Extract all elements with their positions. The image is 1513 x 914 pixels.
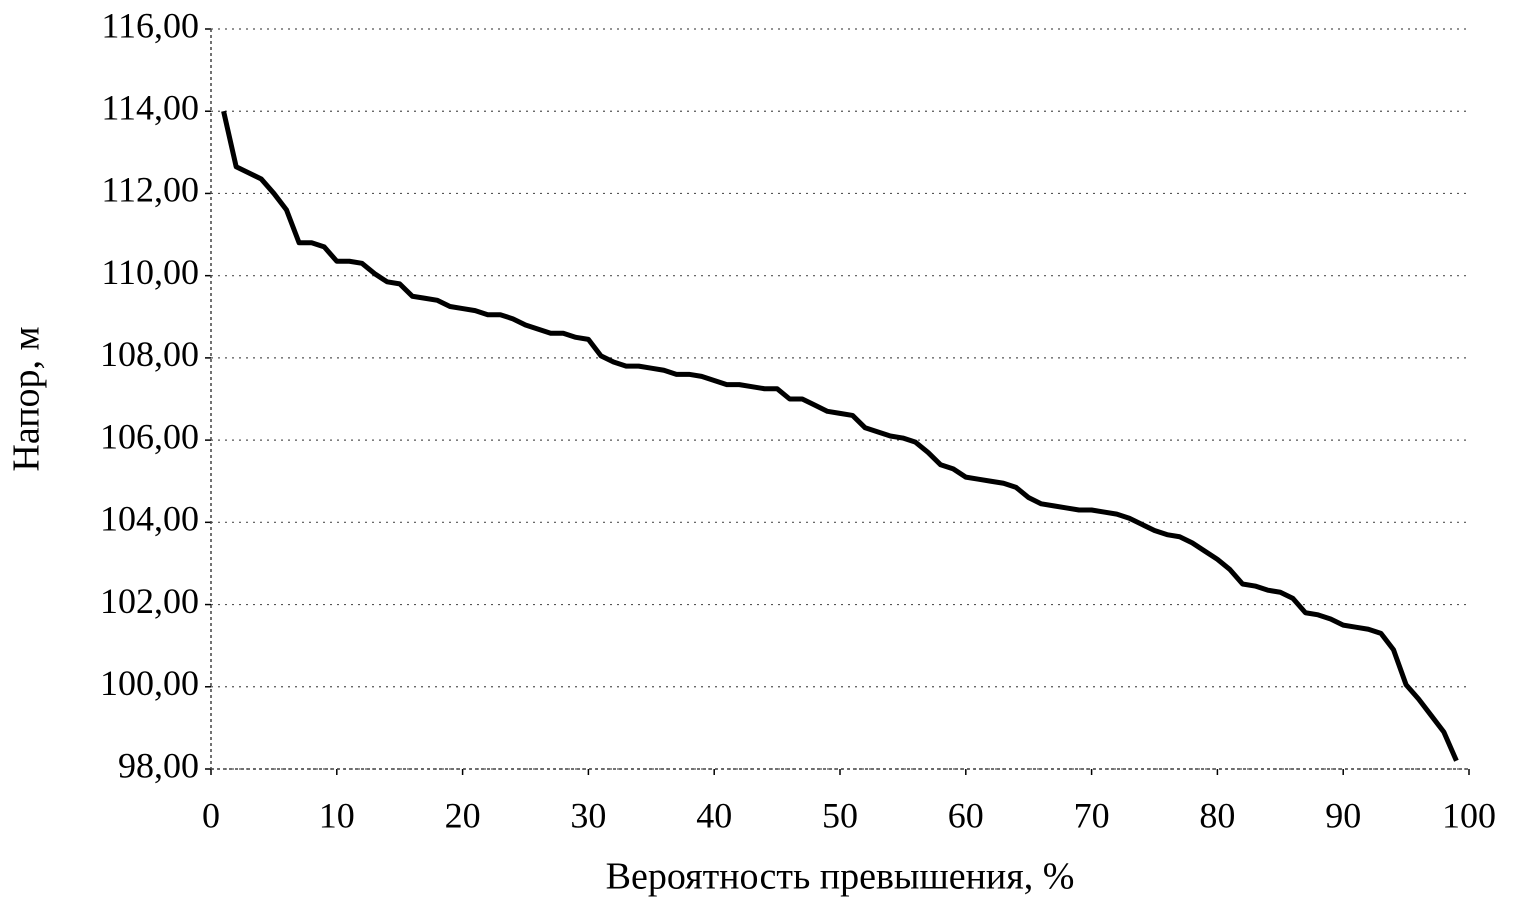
x-tick-label: 10 (319, 795, 355, 835)
y-tick-label: 106,00 (100, 416, 199, 456)
y-tick-label: 114,00 (101, 87, 199, 127)
x-tick-label: 50 (822, 795, 858, 835)
y-tick-label: 112,00 (101, 170, 199, 210)
x-tick-label: 70 (1074, 795, 1110, 835)
x-tick-label: 80 (1199, 795, 1235, 835)
x-tick-label: 0 (202, 795, 220, 835)
data-line (221, 110, 1459, 762)
x-axis-title: Вероятность превышения, % (606, 856, 1075, 898)
x-tick-label: 90 (1325, 795, 1361, 835)
x-tick-label: 30 (570, 795, 606, 835)
x-tick-label: 100 (1442, 795, 1496, 835)
y-tick-label: 100,00 (100, 663, 199, 703)
x-tick-label: 20 (445, 795, 481, 835)
y-tick-label: 104,00 (100, 499, 199, 539)
y-tick-label: 98,00 (118, 745, 199, 785)
y-tick-label: 110,00 (101, 252, 199, 292)
x-tick-label: 40 (696, 795, 732, 835)
x-tick-label: 60 (948, 795, 984, 835)
y-tick-label: 108,00 (100, 334, 199, 374)
y-axis-title: Напор, м (6, 326, 48, 471)
y-tick-label: 116,00 (101, 5, 199, 45)
y-tick-label: 102,00 (100, 581, 199, 621)
